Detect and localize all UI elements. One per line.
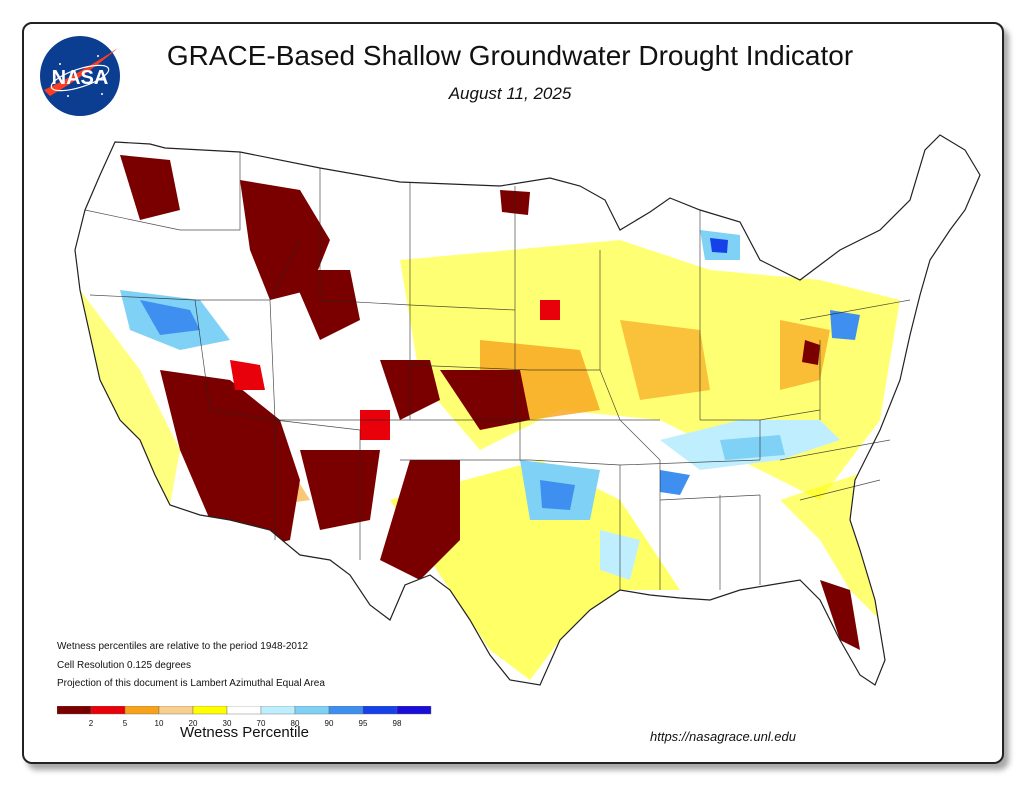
legend-swatch xyxy=(90,706,126,715)
legend-tick-label: 98 xyxy=(393,719,402,728)
groundwater-map xyxy=(74,134,981,686)
legend-swatch xyxy=(124,706,160,715)
legend-tick-label: 2 xyxy=(89,719,94,728)
legend-swatch xyxy=(226,706,262,715)
nasa-logo: NASA xyxy=(40,36,120,116)
nasa-logo-text: NASA xyxy=(52,67,109,89)
source-url: https://nasagrace.unl.edu xyxy=(650,729,796,744)
legend-tick-label: 20 xyxy=(189,719,198,728)
legend-title: Wetness Percentile xyxy=(180,724,309,741)
legend-tick-label: 95 xyxy=(359,719,368,728)
legend-swatch xyxy=(260,706,296,715)
legend-tick-label: 70 xyxy=(257,719,266,728)
legend-tick-label: 80 xyxy=(291,719,300,728)
note-projection: Projection of this document is Lambert A… xyxy=(57,678,325,689)
wetness-legend: 2 5 10 20 30 70 80 90 95 98 xyxy=(57,706,432,728)
map-date: August 11, 2025 xyxy=(448,84,572,103)
legend-swatch xyxy=(57,706,92,715)
note-percentile-period: Wetness percentiles are relative to the … xyxy=(57,641,309,652)
legend-swatch xyxy=(158,706,194,715)
legend-tick-label: 90 xyxy=(325,719,334,728)
legend-swatch xyxy=(362,706,398,715)
note-cell-resolution: Cell Resolution 0.125 degrees xyxy=(57,660,191,671)
legend-tick-label: 10 xyxy=(155,719,164,728)
map-title: GRACE-Based Shallow Groundwater Drought … xyxy=(166,40,854,71)
legend-tick-label: 5 xyxy=(123,719,128,728)
legend-swatch xyxy=(294,706,330,715)
legend-tick-label: 30 xyxy=(223,719,232,728)
legend-swatch xyxy=(192,706,228,715)
legend-swatch xyxy=(396,706,432,715)
legend-swatch xyxy=(328,706,364,715)
